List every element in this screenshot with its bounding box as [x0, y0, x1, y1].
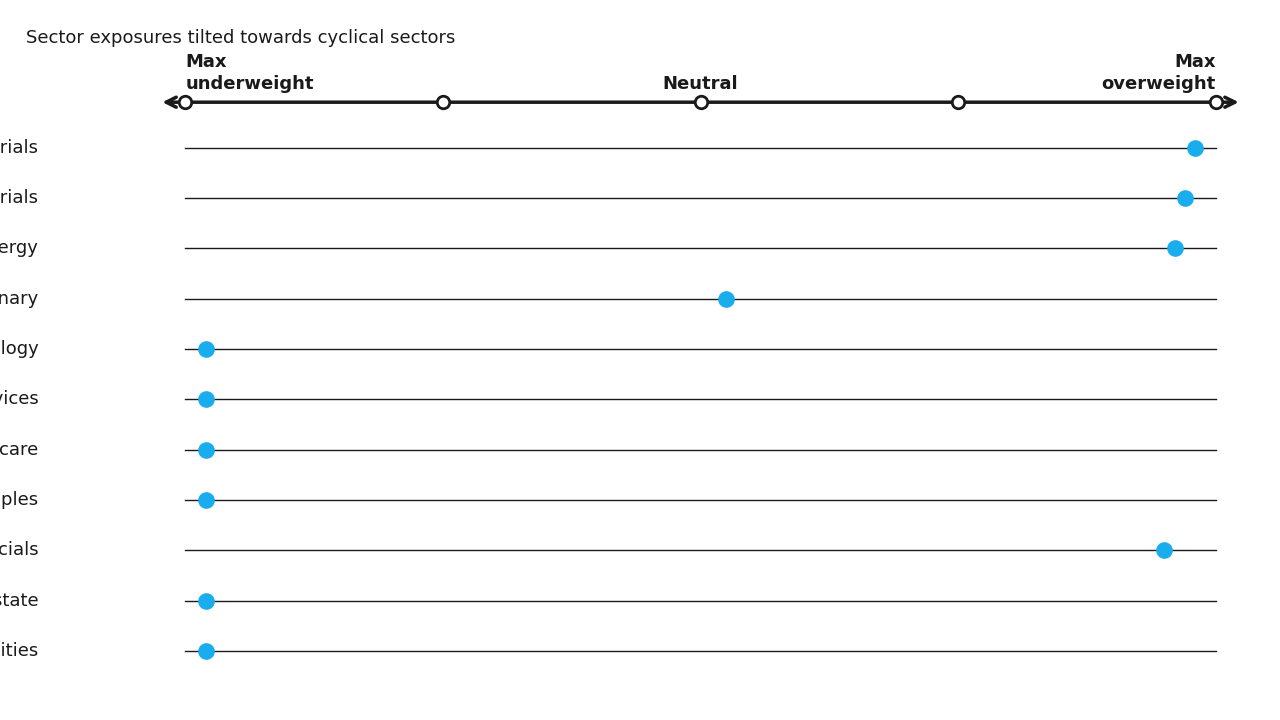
Text: Utilities: Utilities [0, 642, 38, 660]
Text: Max
underweight: Max underweight [186, 53, 314, 93]
Text: Industrials: Industrials [0, 138, 38, 156]
Text: Neutral: Neutral [663, 75, 739, 93]
Text: Health care: Health care [0, 441, 38, 459]
Text: Energy: Energy [0, 239, 38, 257]
Text: Information technology: Information technology [0, 340, 38, 358]
Text: Max
overweight: Max overweight [1102, 53, 1216, 93]
Text: Materials: Materials [0, 189, 38, 207]
Text: Consumer discretionary: Consumer discretionary [0, 289, 38, 307]
Text: Financials: Financials [0, 541, 38, 559]
Text: Communication services: Communication services [0, 390, 38, 408]
Text: Real estate: Real estate [0, 592, 38, 610]
Text: Consumer staples: Consumer staples [0, 491, 38, 509]
Text: Sector exposures tilted towards cyclical sectors: Sector exposures tilted towards cyclical… [26, 29, 454, 47]
